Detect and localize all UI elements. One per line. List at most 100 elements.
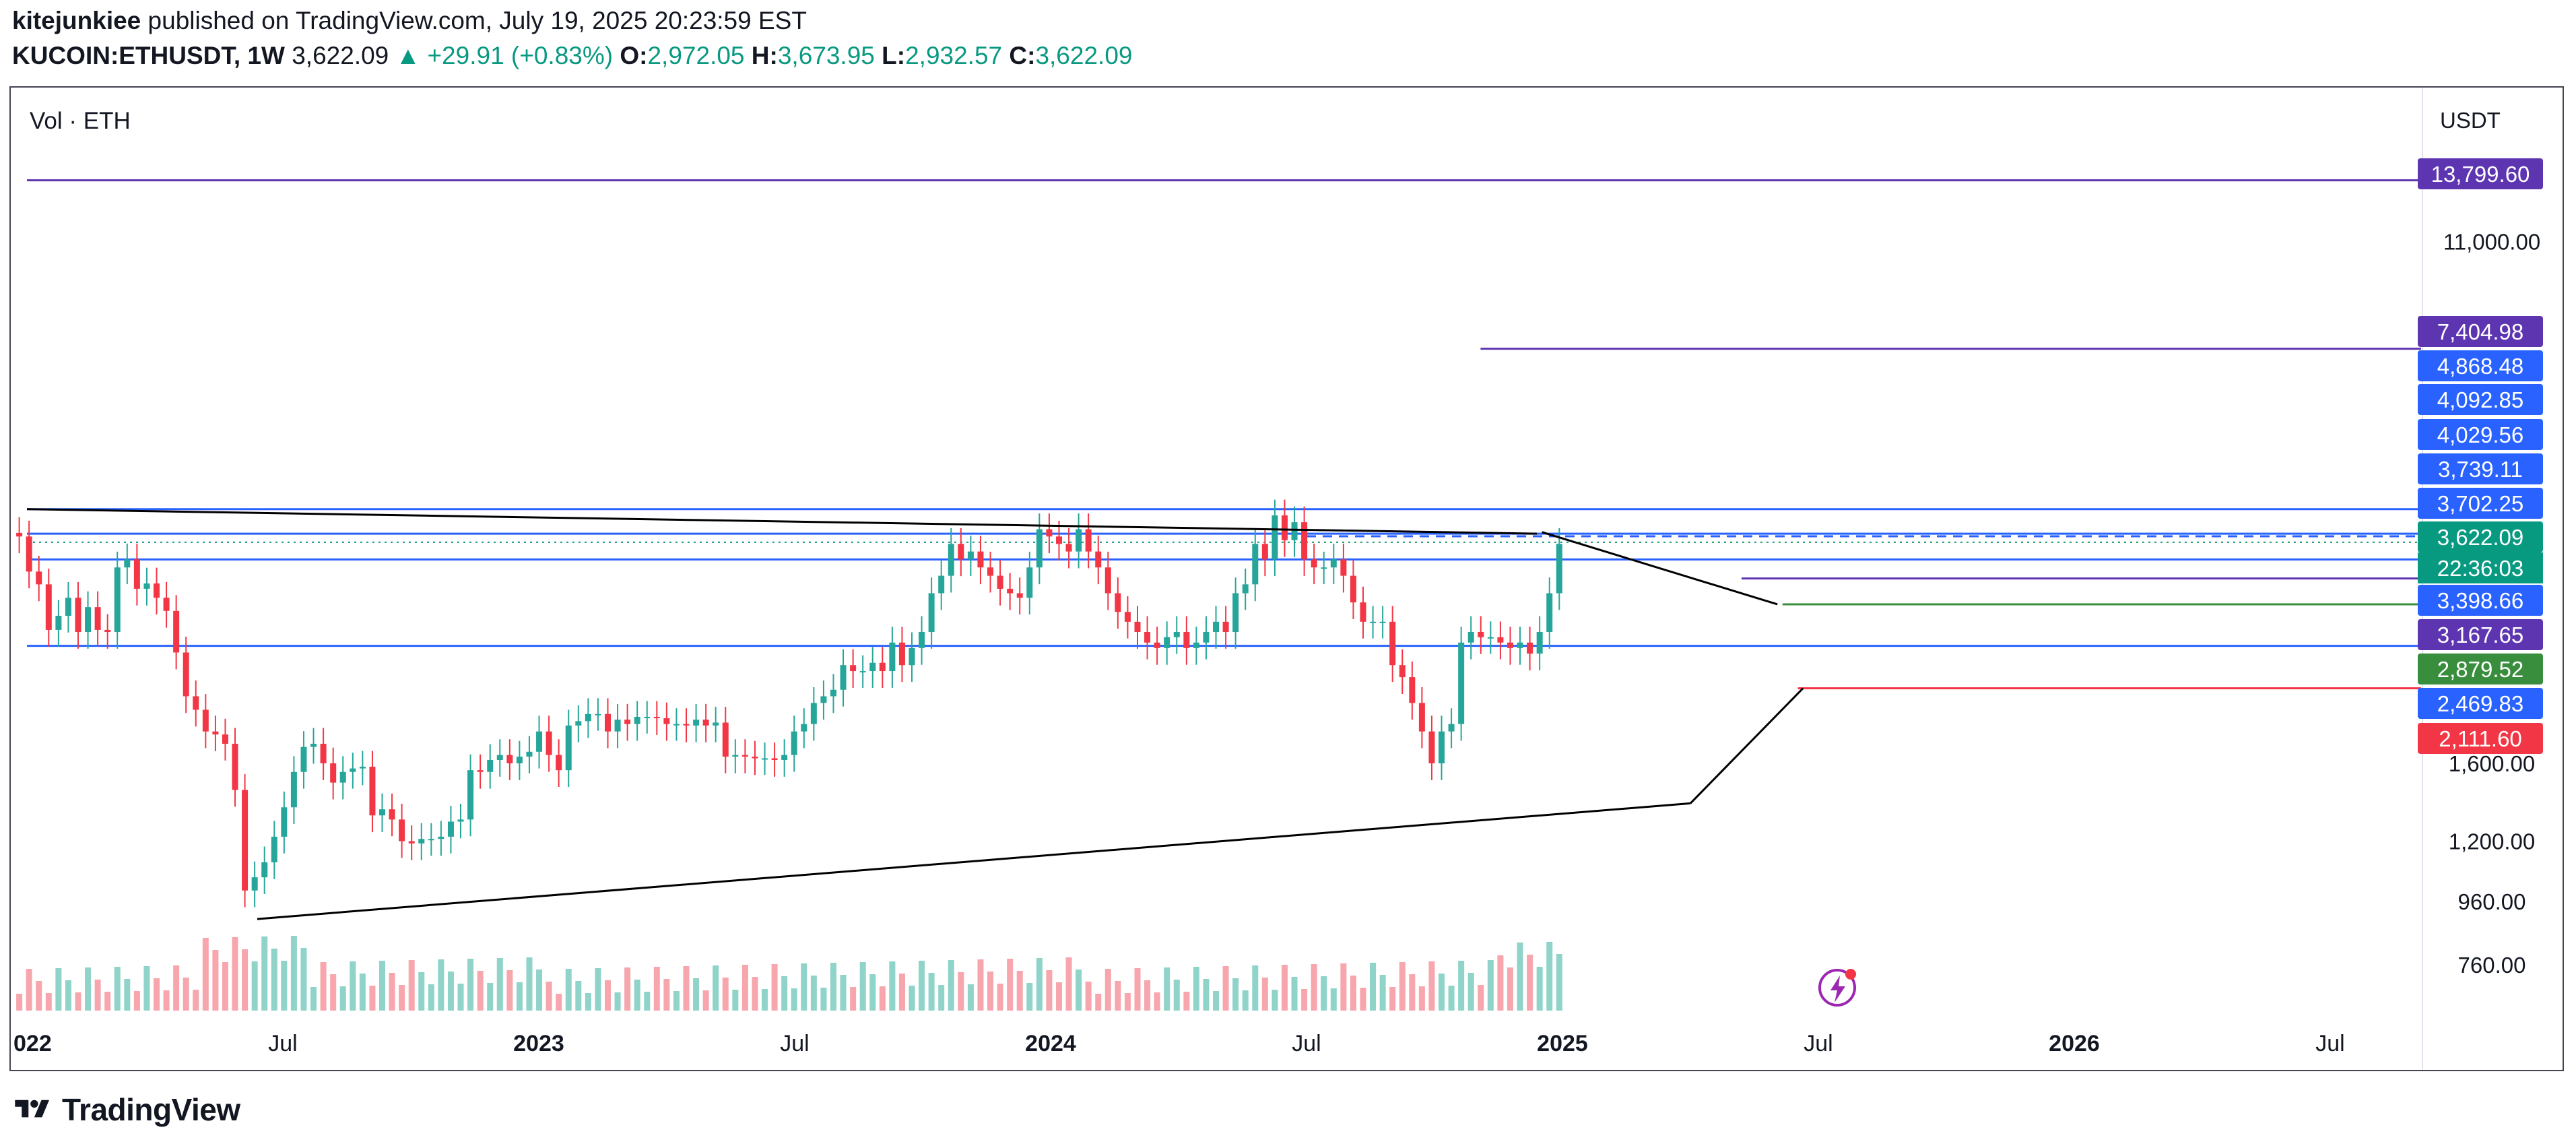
volume-bar bbox=[1517, 943, 1523, 1011]
candle-body bbox=[801, 724, 807, 732]
volume-bar bbox=[1321, 976, 1327, 1011]
candle-body bbox=[958, 544, 964, 560]
candle-body bbox=[791, 731, 797, 755]
candle-body bbox=[467, 770, 474, 820]
volume-bar bbox=[487, 983, 494, 1011]
candle-body bbox=[350, 768, 356, 772]
candle-body bbox=[879, 662, 886, 672]
symbol-name[interactable]: KUCOIN:ETHUSDT, 1W bbox=[12, 42, 285, 69]
candle-body bbox=[232, 743, 238, 790]
volume-bar bbox=[1418, 986, 1425, 1011]
candle-body bbox=[1301, 522, 1308, 560]
volume-bar bbox=[1046, 970, 1053, 1011]
volume-bar bbox=[967, 984, 974, 1011]
volume-bar bbox=[673, 991, 680, 1011]
volume-bar bbox=[339, 986, 346, 1011]
candle-body bbox=[1448, 724, 1455, 732]
candle-body bbox=[1154, 642, 1160, 648]
volume-bar bbox=[399, 985, 405, 1011]
currency-label[interactable]: USDT bbox=[2440, 108, 2501, 133]
candle-body bbox=[1409, 677, 1416, 703]
x-axis-tick-label: Jul bbox=[2315, 1031, 2344, 1056]
high-label: H: bbox=[751, 42, 778, 69]
candle-body bbox=[1311, 559, 1317, 568]
volume-bar bbox=[1164, 967, 1170, 1011]
author-name[interactable]: kitejunkiee bbox=[12, 7, 141, 34]
candle-body bbox=[212, 731, 219, 735]
candle-body bbox=[1458, 642, 1465, 724]
price-label-box bbox=[2418, 521, 2543, 552]
price-label-text: 4,029.56 bbox=[2437, 422, 2523, 447]
x-axis-tick-label: 2023 bbox=[513, 1031, 564, 1056]
volume-bar bbox=[1065, 957, 1072, 1011]
candle-body bbox=[1321, 567, 1327, 569]
candle-body bbox=[1144, 631, 1151, 643]
volume-bar bbox=[1379, 975, 1386, 1011]
volume-bar bbox=[467, 959, 474, 1011]
volume-bar bbox=[1193, 967, 1199, 1011]
volume-bar bbox=[369, 986, 376, 1011]
candle-body bbox=[693, 720, 700, 726]
price-label-box bbox=[2418, 688, 2543, 719]
volume-bar bbox=[713, 965, 719, 1011]
candle-body bbox=[781, 755, 788, 761]
volume-indicator-label[interactable]: Vol · ETH bbox=[30, 108, 131, 134]
volume-bar bbox=[1546, 942, 1553, 1011]
volume-bar bbox=[1536, 967, 1543, 1011]
volume-bar bbox=[1261, 978, 1268, 1011]
candle-body bbox=[634, 716, 640, 724]
candle-body bbox=[1536, 631, 1543, 654]
x-axis-tick-label: 2025 bbox=[1537, 1031, 1588, 1056]
low-value: 2,932.57 bbox=[905, 42, 1003, 69]
chart-frame[interactable] bbox=[9, 86, 2564, 1071]
volume-bar bbox=[1556, 954, 1562, 1011]
volume-bar bbox=[320, 962, 327, 1011]
volume-bar bbox=[741, 965, 748, 1011]
symbol-info-line: KUCOIN:ETHUSDT, 1W 3,622.09 ▲ +29.91 (+0… bbox=[12, 42, 1132, 70]
volume-bar bbox=[614, 992, 621, 1011]
volume-bar bbox=[154, 978, 160, 1011]
candle-body bbox=[1340, 559, 1347, 576]
volume-bar bbox=[261, 936, 268, 1011]
volume-bar bbox=[575, 981, 582, 1011]
volume-bar bbox=[850, 987, 857, 1011]
candle-body bbox=[143, 583, 150, 589]
volume-bar bbox=[447, 972, 454, 1011]
volume-bar bbox=[1487, 960, 1494, 1011]
volume-bar bbox=[1497, 955, 1504, 1011]
close-label: C: bbox=[1009, 42, 1036, 69]
candle-body bbox=[595, 713, 601, 715]
volume-bar bbox=[477, 971, 484, 1011]
close-value: 3,622.09 bbox=[1035, 42, 1133, 69]
candle-body bbox=[310, 743, 317, 747]
volume-bar bbox=[183, 978, 189, 1011]
price-label-text: 3,398.66 bbox=[2437, 588, 2523, 613]
candle-body bbox=[859, 671, 866, 673]
volume-bar bbox=[820, 988, 827, 1011]
candle-body bbox=[713, 722, 719, 726]
volume-bar bbox=[232, 937, 238, 1011]
candle-body bbox=[840, 665, 847, 690]
candle-body bbox=[741, 755, 748, 757]
volume-bar bbox=[1527, 955, 1533, 1011]
volume-bar bbox=[1222, 966, 1229, 1011]
candle-body bbox=[154, 583, 160, 598]
volume-bar bbox=[1311, 964, 1317, 1011]
candle-body bbox=[565, 725, 572, 771]
volume-bar bbox=[173, 965, 180, 1011]
candle-body bbox=[447, 821, 454, 837]
y-axis-tick-label: 1,600.00 bbox=[2449, 751, 2535, 776]
volume-bar bbox=[801, 963, 807, 1011]
y-axis-tick-label: 960.00 bbox=[2458, 889, 2526, 914]
candle-body bbox=[624, 720, 631, 724]
price-label-text: 3,167.65 bbox=[2437, 623, 2523, 647]
volume-bar bbox=[104, 992, 111, 1011]
candle-body bbox=[1379, 621, 1386, 623]
candle-body bbox=[1046, 529, 1053, 537]
volume-bar bbox=[1360, 988, 1366, 1011]
candle-body bbox=[339, 771, 346, 783]
volume-bar bbox=[36, 981, 42, 1011]
candle-body bbox=[1507, 642, 1513, 648]
volume-bar bbox=[1272, 990, 1278, 1011]
